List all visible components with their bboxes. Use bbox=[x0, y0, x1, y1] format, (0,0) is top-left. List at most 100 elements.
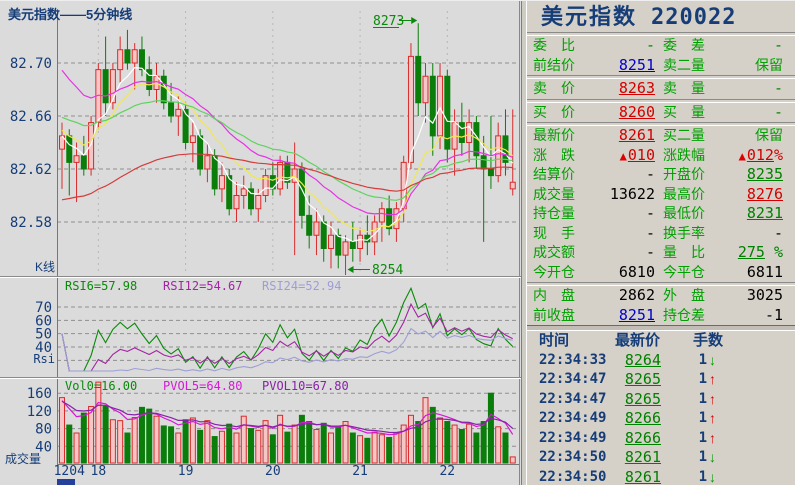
quote-label: 结算价 bbox=[533, 165, 609, 185]
quote-label: 外 盘 bbox=[663, 286, 735, 306]
tape-header-time: 时间 bbox=[539, 331, 615, 351]
svg-text:82.66: 82.66 bbox=[10, 109, 52, 125]
up-arrow-icon: ↑ bbox=[709, 390, 795, 410]
rsi6-value: RSI6=57.98 bbox=[65, 279, 137, 293]
pvol5-value: PVOL5=64.80 bbox=[163, 379, 242, 393]
quote-value: 13622 bbox=[609, 185, 655, 205]
down-arrow-icon: ↓ bbox=[709, 448, 795, 468]
tape-lots: 1 bbox=[693, 448, 709, 468]
rsi-panel-label: Rsi bbox=[0, 352, 55, 366]
quote-value: 保留 bbox=[735, 56, 783, 76]
quote-value: 8235 bbox=[735, 165, 783, 185]
tape-price: 8264 bbox=[615, 351, 661, 371]
kline-panel-label: K线 bbox=[0, 258, 55, 275]
tape-time: 22:34:47 bbox=[539, 390, 615, 410]
quote-value: - bbox=[735, 103, 783, 123]
svg-text:19: 19 bbox=[178, 464, 194, 479]
quote-label: 今开仓 bbox=[533, 263, 609, 283]
tape-price: 8261 bbox=[615, 468, 661, 485]
quote-label: 持仓量 bbox=[533, 204, 609, 224]
svg-text:82.62: 82.62 bbox=[10, 162, 52, 178]
chart-title: 美元指数——5分钟线 bbox=[8, 4, 132, 23]
instrument-code: 220022 bbox=[651, 5, 736, 30]
quote-value: - bbox=[609, 224, 655, 244]
tape-lots: 1 bbox=[693, 390, 709, 410]
tape-time: 22:34:33 bbox=[539, 351, 615, 371]
quote-label: 买 价 bbox=[533, 103, 609, 123]
tape-header-lots: 手数 bbox=[693, 331, 709, 351]
svg-text:18: 18 bbox=[91, 464, 107, 479]
quote-row: 委 比-委 差- bbox=[527, 36, 795, 56]
quote-label: 今平仓 bbox=[663, 263, 735, 283]
quote-value: 8251 bbox=[609, 306, 655, 326]
quote-label: 前结价 bbox=[533, 56, 609, 76]
quote-value: 3025 bbox=[735, 286, 783, 306]
tape-lots: 1 bbox=[693, 468, 709, 485]
tape-lots: 1 bbox=[693, 370, 709, 390]
down-arrow-icon: ↓ bbox=[709, 468, 795, 485]
volume-panel-label: 成交量 bbox=[5, 450, 41, 467]
tape-header: 时间 最新价 手数 bbox=[527, 331, 795, 351]
svg-text:120: 120 bbox=[27, 404, 52, 420]
quote-value: - bbox=[609, 204, 655, 224]
quote-label: 委 差 bbox=[663, 36, 735, 56]
svg-text:160: 160 bbox=[27, 386, 52, 402]
rsi12-value: RSI12=54.67 bbox=[163, 279, 242, 293]
quote-label: 前收盘 bbox=[533, 306, 609, 326]
svg-text:20: 20 bbox=[265, 464, 281, 479]
tape-time: 22:34:50 bbox=[539, 448, 615, 468]
quote-value: 2862 bbox=[609, 286, 655, 306]
vol0-value: Vol0=16.00 bbox=[65, 379, 137, 393]
tape-price: 8265 bbox=[615, 370, 661, 390]
quote-value: 8260 bbox=[609, 103, 655, 123]
quote-label: 开盘价 bbox=[663, 165, 735, 185]
tape-time: 22:34:49 bbox=[539, 409, 615, 429]
quote-label: 内 盘 bbox=[533, 286, 609, 306]
quote-value: - bbox=[735, 36, 783, 56]
quote-value: - bbox=[735, 224, 783, 244]
tape-lots: 1 bbox=[693, 351, 709, 371]
tape-time: 22:34:50 bbox=[539, 468, 615, 485]
quote-label: 现 手 bbox=[533, 224, 609, 244]
rsi24-value: RSI24=52.94 bbox=[262, 279, 341, 293]
quote-value: -1 bbox=[735, 306, 783, 326]
svg-text:82.70: 82.70 bbox=[10, 56, 52, 72]
quote-value: - bbox=[609, 36, 655, 56]
quote-value: 6811 bbox=[735, 263, 783, 283]
down-arrow-icon: ↓ bbox=[709, 351, 795, 371]
quote-label: 最新价 bbox=[533, 126, 609, 146]
quote-value: 8261 bbox=[609, 126, 655, 146]
quote-label: 量 比 bbox=[663, 243, 735, 263]
tape-price: 8261 bbox=[615, 448, 661, 468]
quote-label: 卖 量 bbox=[663, 79, 735, 99]
quote-value: ▲010 bbox=[609, 146, 655, 167]
quote-label: 成交量 bbox=[533, 185, 609, 205]
tape-price: 8265 bbox=[615, 390, 661, 410]
svg-text:8254: 8254 bbox=[372, 263, 403, 278]
quote-label: 卖 价 bbox=[533, 79, 609, 99]
quote-label: 委 比 bbox=[533, 36, 609, 56]
quote-value: 保留 bbox=[735, 126, 783, 146]
svg-text:8273: 8273 bbox=[373, 14, 404, 29]
quote-label: 买 量 bbox=[663, 103, 735, 123]
quote-row: 现 手-换手率- bbox=[527, 224, 795, 244]
quote-label: 涨跌幅 bbox=[663, 146, 735, 167]
quote-value: 8231 bbox=[735, 204, 783, 224]
quote-value: 8276 bbox=[735, 185, 783, 205]
